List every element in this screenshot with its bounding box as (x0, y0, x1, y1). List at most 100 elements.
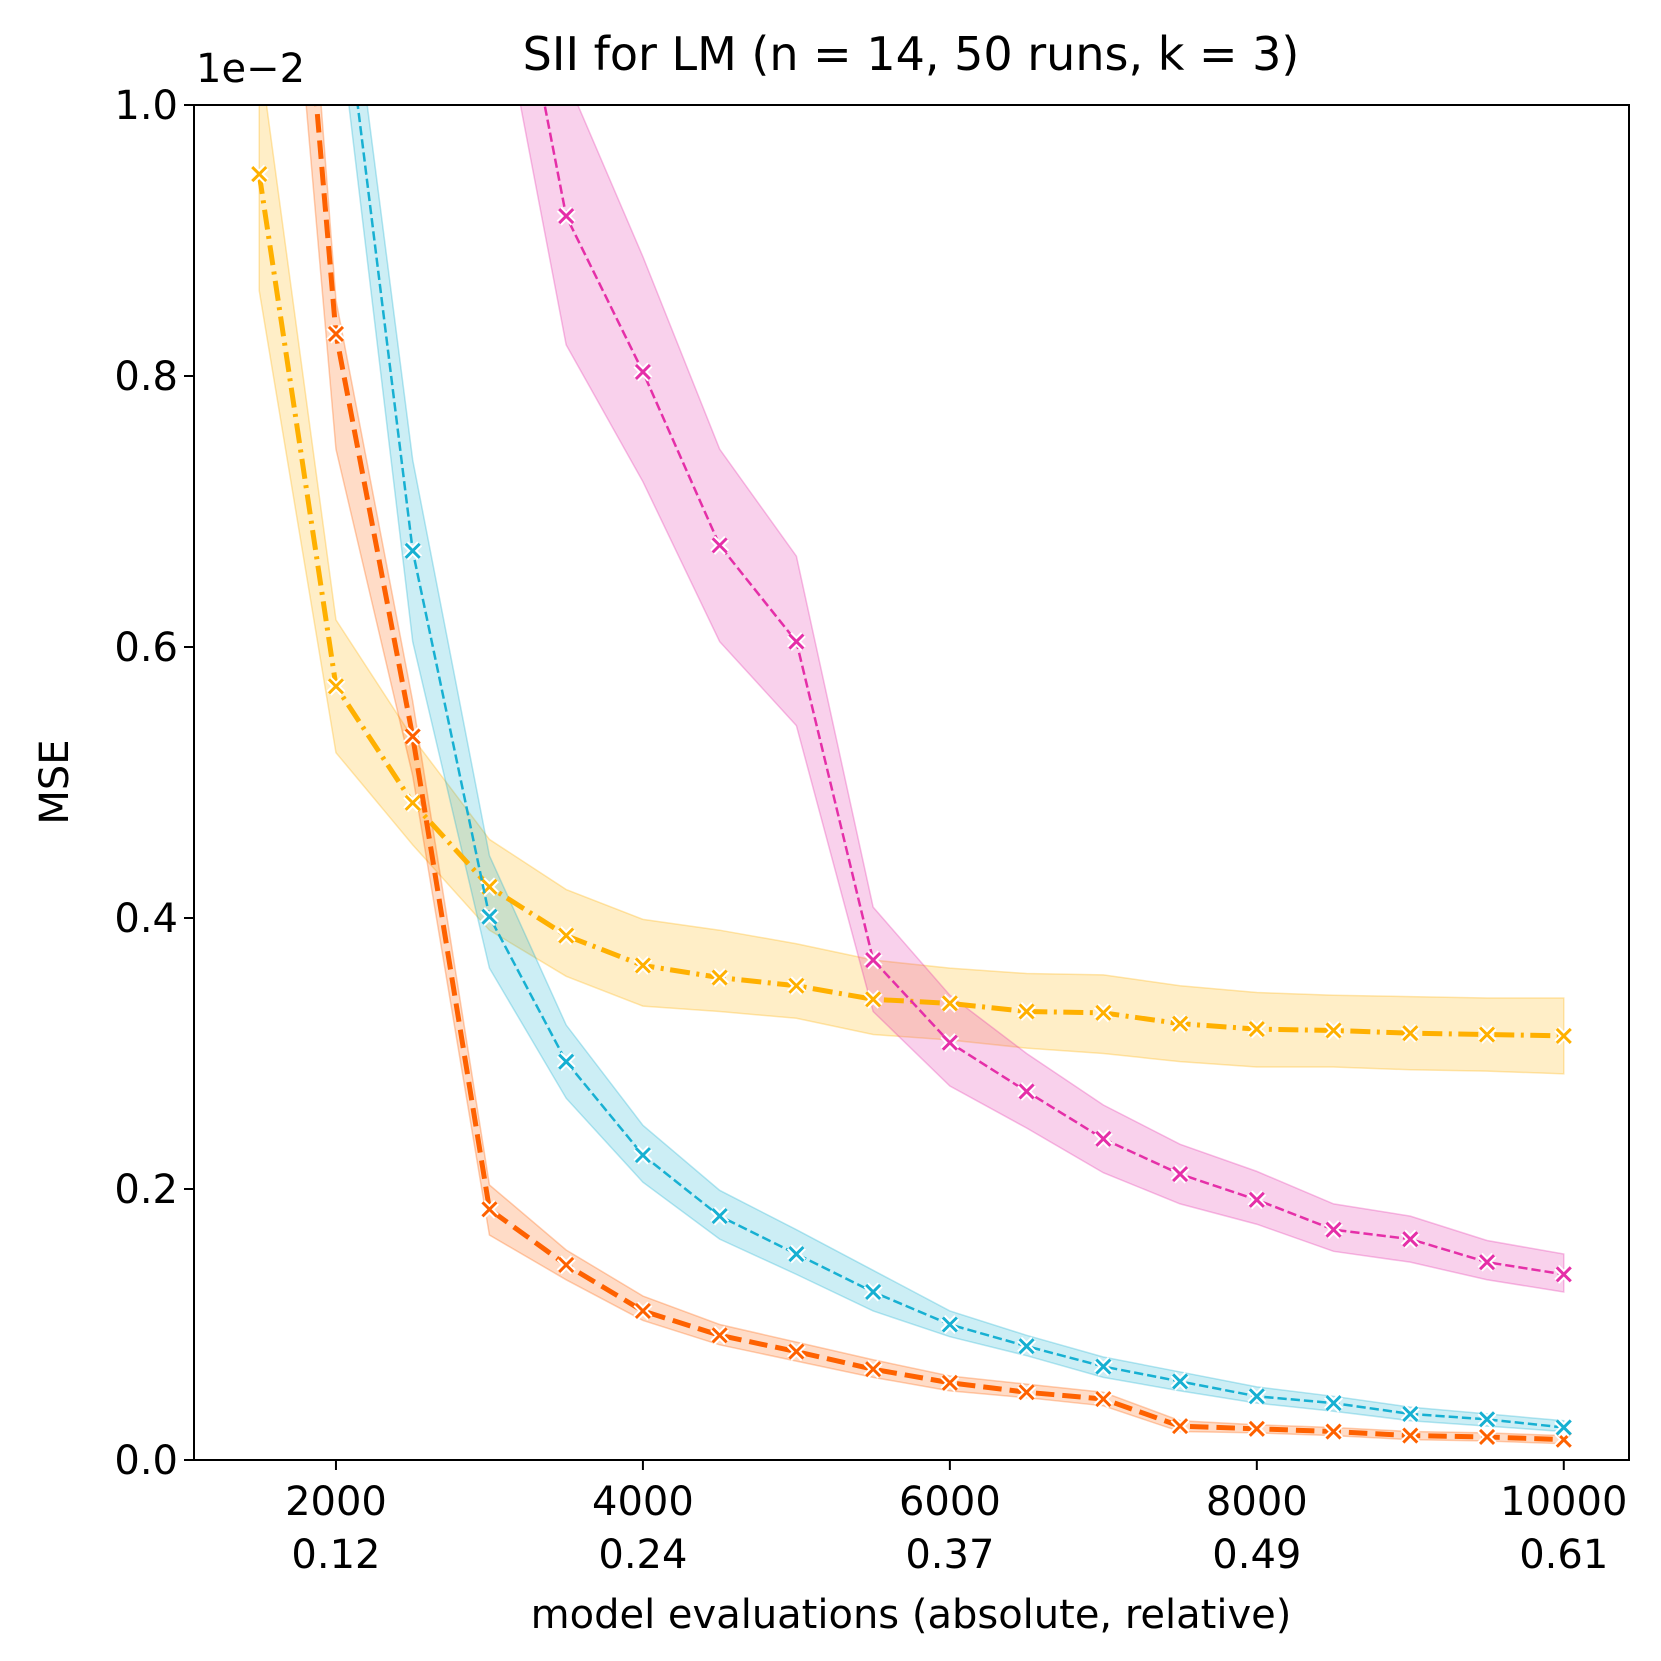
marker-cross (481, 1201, 498, 1218)
marker (1170, 1371, 1190, 1391)
marker-cross (1325, 1221, 1342, 1238)
x-tick-label: 4000 (592, 1479, 694, 1525)
marker-cross (558, 1053, 575, 1070)
marker (710, 968, 730, 988)
marker (1477, 1252, 1497, 1272)
marker (710, 1206, 730, 1226)
marker-cross (788, 977, 805, 994)
marker (1477, 1409, 1497, 1429)
marker-cross (711, 969, 728, 986)
marker-cross (865, 951, 882, 969)
x-tick-label: 6000 (899, 1479, 1001, 1525)
marker-cross (1172, 1166, 1189, 1183)
marker-cross (634, 957, 651, 974)
marker-cross (1172, 1373, 1189, 1390)
marker (1400, 1229, 1420, 1249)
marker (710, 535, 730, 555)
marker (1093, 1357, 1113, 1376)
marker (1093, 1389, 1113, 1409)
marker (940, 1033, 960, 1053)
marker-cross (1325, 1423, 1342, 1440)
marker (1017, 1382, 1037, 1402)
y-tick-label: 1.0 (114, 83, 178, 129)
x-tick-label: 2000 (285, 1479, 387, 1525)
marker-cross (788, 633, 805, 650)
marker-cross (865, 1361, 882, 1378)
marker (940, 993, 960, 1013)
marker-cross (1555, 1266, 1572, 1283)
marker (403, 541, 423, 561)
marker (940, 1373, 960, 1393)
marker-cross (711, 1327, 728, 1344)
marker-cross (1325, 1395, 1342, 1412)
marker-cross (404, 794, 421, 811)
marker (633, 955, 653, 975)
marker-cross (1248, 1420, 1265, 1437)
marker-cross (327, 678, 345, 695)
marker (863, 950, 883, 970)
marker (1554, 1264, 1574, 1284)
marker (1324, 1220, 1344, 1240)
marker (1247, 1419, 1267, 1439)
marker (1477, 1025, 1497, 1045)
marker (1400, 1426, 1420, 1446)
marker (403, 793, 423, 813)
marker (633, 1301, 653, 1321)
marker-cross (1402, 1025, 1419, 1042)
marker-cross (1478, 1428, 1496, 1446)
marker (249, 164, 269, 184)
marker (863, 1282, 883, 1302)
marker (556, 1255, 576, 1275)
marker-cross (1402, 1231, 1419, 1248)
marker (1017, 1081, 1037, 1101)
x-tick-relative-label: 0.24 (598, 1532, 687, 1578)
marker (326, 324, 346, 344)
marker-cross (404, 542, 421, 559)
y-tick-label: 0.0 (114, 1438, 178, 1484)
marker (1324, 1020, 1344, 1040)
marker-cross (1018, 1003, 1035, 1020)
marker (1017, 1002, 1037, 1021)
marker-cross (711, 537, 728, 554)
x-tick-label: 10000 (1500, 1479, 1627, 1525)
marker-cross (1018, 1338, 1035, 1355)
marker (479, 907, 499, 927)
marker-cross (865, 1283, 882, 1301)
marker-cross (1555, 1027, 1572, 1044)
marker (786, 976, 806, 996)
x-tick-relative-label: 0.49 (1212, 1532, 1301, 1578)
marker-cross (1095, 1390, 1112, 1408)
y-tick-label: 0.6 (114, 625, 178, 671)
marker (1170, 1164, 1190, 1184)
marker (556, 1052, 576, 1072)
marker-cross (634, 1302, 651, 1320)
marker-cross (1172, 1418, 1189, 1435)
marker-cross (711, 1208, 728, 1225)
marker-cross (1325, 1022, 1342, 1039)
chart-title: SII for LM (n = 14, 50 runs, k = 3) (523, 27, 1300, 81)
marker-cross (1478, 1411, 1496, 1428)
marker (786, 1244, 806, 1264)
marker (1093, 1003, 1113, 1023)
marker (326, 676, 346, 696)
marker-cross (558, 927, 575, 944)
marker (1477, 1427, 1497, 1447)
marker (1400, 1023, 1420, 1043)
marker-cross (1095, 1130, 1112, 1147)
marker (1400, 1404, 1420, 1424)
marker-cross (941, 1316, 958, 1333)
axes-frame (193, 104, 1630, 1461)
marker-cross (941, 1034, 958, 1051)
x-tick-relative-label: 0.37 (905, 1532, 994, 1578)
marker-cross (251, 166, 268, 183)
marker (556, 926, 576, 946)
marker (786, 1342, 806, 1362)
confidence-band (519, 105, 1565, 1293)
marker (1170, 1014, 1190, 1034)
y-axis-label: MSE (32, 739, 78, 824)
marker (1554, 1418, 1574, 1437)
y-tick-label: 0.4 (114, 896, 178, 942)
y-tick-label: 0.2 (114, 1167, 178, 1213)
marker-cross (941, 1374, 958, 1391)
